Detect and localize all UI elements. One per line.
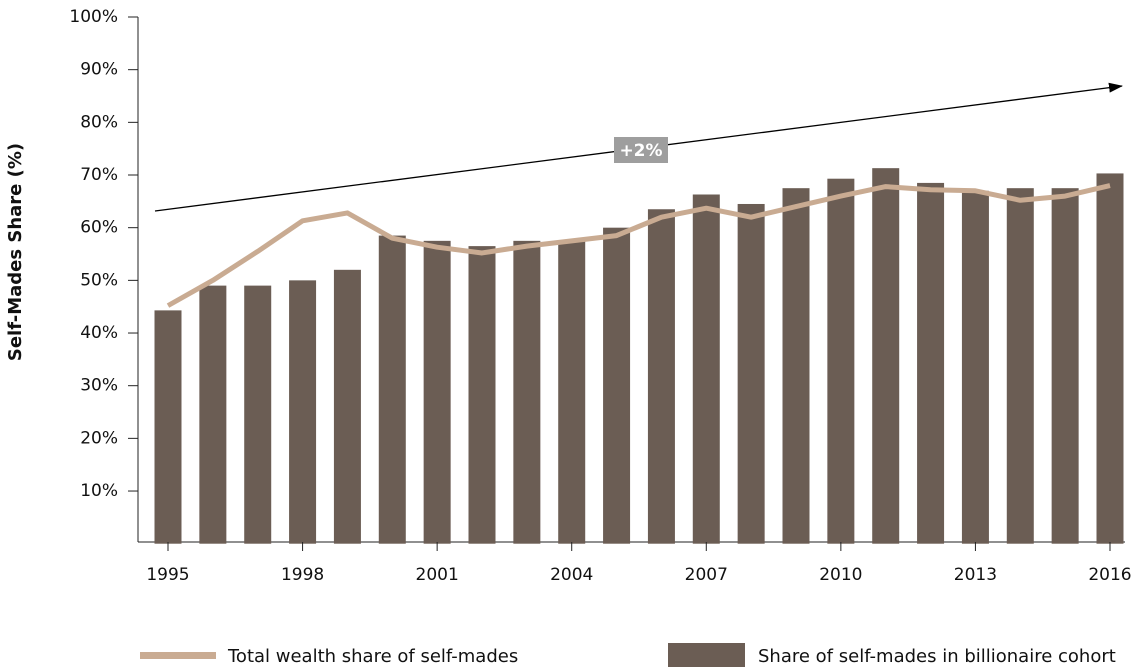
x-tick-label: 1995 [146,565,189,585]
bar [1051,188,1079,544]
y-tick-label: 40% [80,323,118,343]
x-tick-label: 2004 [550,565,593,585]
y-axis-label: Self-Mades Share (%) [5,143,26,361]
y-tick-label: 60% [80,218,118,238]
x-tick-label: 1998 [281,565,324,585]
bar [647,209,675,544]
y-tick-label: 10% [80,481,118,501]
bar [199,285,227,544]
bar [692,194,720,544]
y-tick-label: 80% [80,112,118,132]
legend-swatch [668,643,745,667]
bar [1096,173,1124,544]
line [166,183,1111,308]
legend-label: Total wealth share of self-mades [227,646,518,667]
bar [154,310,182,544]
y-tick-label: 20% [80,428,118,448]
legend-label: Share of self-mades in billionaire cohor… [758,646,1116,667]
bar [737,203,765,544]
legend: Share of self-mades in billionaire cohor… [140,643,1116,667]
bar [872,168,900,544]
bar [289,280,317,544]
y-tick-label: 100% [69,7,118,27]
plot [154,168,1124,544]
bar [378,235,406,544]
bar [423,240,451,544]
y-tick-label: 90% [80,60,118,80]
x-tick-label: 2016 [1088,565,1131,585]
x-tick-label: 2001 [416,565,459,585]
annotation: +2% [619,141,662,161]
bar [513,240,541,544]
bar [558,240,586,544]
y-tick-label: 50% [80,270,118,290]
bar [827,178,855,544]
y-tick-label: 30% [80,376,118,396]
bar [603,227,631,544]
bar [333,269,361,544]
bar [1006,188,1034,544]
legend-swatch [140,652,216,659]
bar [917,182,945,544]
annotation-box [614,137,668,163]
bar [468,246,496,544]
bar [961,190,989,544]
bar [782,188,810,544]
x-tick-label: 2007 [685,565,728,585]
x-tick-label: 2010 [819,565,862,585]
bar [244,285,272,544]
y-tick-label: 70% [80,165,118,185]
x-tick-label: 2013 [954,565,997,585]
